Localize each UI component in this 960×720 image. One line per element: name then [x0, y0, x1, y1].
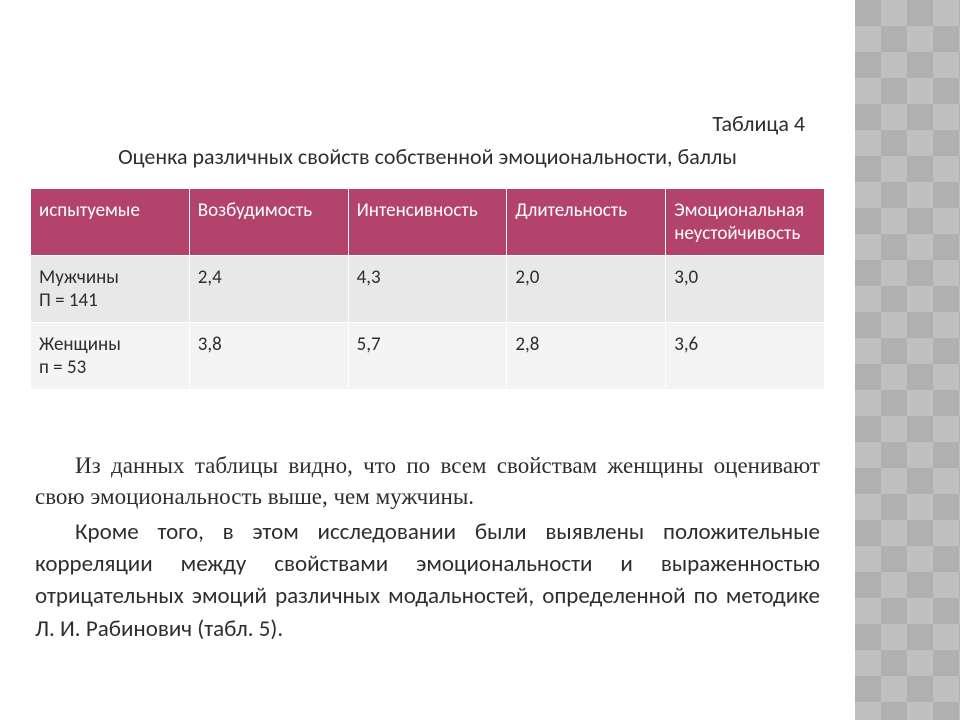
paragraph-1: Из данных таблицы видно, что по всем сво… — [35, 450, 820, 512]
cell-value: 3,6 — [666, 323, 825, 390]
row-label-line1: Мужчины — [39, 266, 119, 289]
table-number-label: Таблица 4 — [30, 110, 805, 137]
row-label-line2: п = 53 — [39, 356, 86, 379]
row-label-women: Женщины п = 53 — [31, 323, 190, 390]
col-header-instability: Эмоциональная неустойчивость — [666, 189, 825, 256]
slide-content: Таблица 4 Оценка различных свойств собст… — [0, 0, 855, 720]
cell-value: 2,4 — [189, 256, 348, 323]
col-header-intensity: Интенсивность — [348, 189, 507, 256]
cell-value: 3,0 — [666, 256, 825, 323]
table-row: Мужчины П = 141 2,4 4,3 2,0 3,0 — [31, 256, 825, 323]
col-header-duration: Длительность — [507, 189, 666, 256]
cell-value: 2,8 — [507, 323, 666, 390]
cell-value: 5,7 — [348, 323, 507, 390]
table-header-row: испытуемые Возбудимость Интенсивность Дл… — [31, 189, 825, 256]
emotionality-table: испытуемые Возбудимость Интенсивность Дл… — [30, 188, 825, 390]
table-title: Оценка различных свойств собственной эмо… — [30, 143, 825, 170]
body-text-block: Из данных таблицы видно, что по всем сво… — [30, 450, 825, 645]
cell-value: 3,8 — [189, 323, 348, 390]
row-label-line1: Женщины — [39, 333, 121, 356]
row-label-men: Мужчины П = 141 — [31, 256, 190, 323]
col-header-subjects: испытуемые — [31, 189, 190, 256]
paragraph-2: Кроме того, в этом исследовании были выя… — [35, 516, 820, 645]
cell-value: 2,0 — [507, 256, 666, 323]
col-header-excitability: Возбудимость — [189, 189, 348, 256]
sidebar-diamond-pattern — [855, 0, 960, 720]
row-label-line2: П = 141 — [39, 289, 98, 312]
cell-value: 4,3 — [348, 256, 507, 323]
table-row: Женщины п = 53 3,8 5,7 2,8 3,6 — [31, 323, 825, 390]
